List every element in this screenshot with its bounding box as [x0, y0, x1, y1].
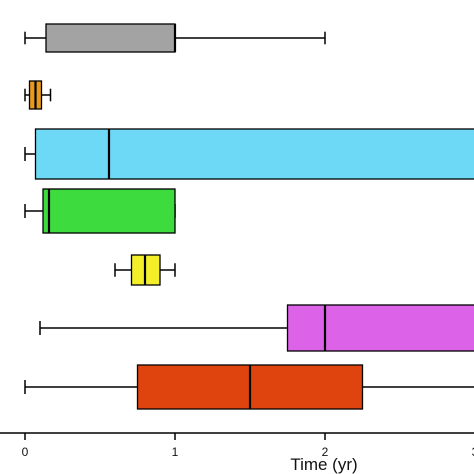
boxes-layer [24, 23, 474, 410]
box-6 [39, 304, 474, 352]
box-3 [24, 128, 474, 180]
x-tick-label: 3 [472, 445, 474, 459]
iqr-box [286, 304, 474, 352]
box-2 [24, 80, 52, 110]
iqr-box [42, 188, 176, 234]
x-tick-label: 0 [22, 445, 29, 459]
iqr-box [34, 128, 474, 180]
iqr-box [45, 23, 176, 53]
box-5 [114, 254, 176, 286]
x-axis-title: Time (yr) [290, 455, 357, 474]
box-1 [24, 23, 326, 53]
x-tick-label: 1 [172, 445, 179, 459]
x-axis-ticks: 0 1 2 3 [22, 433, 474, 459]
box-4 [24, 188, 176, 234]
x-tick-label: 2 [322, 445, 329, 459]
box-7 [24, 364, 474, 410]
